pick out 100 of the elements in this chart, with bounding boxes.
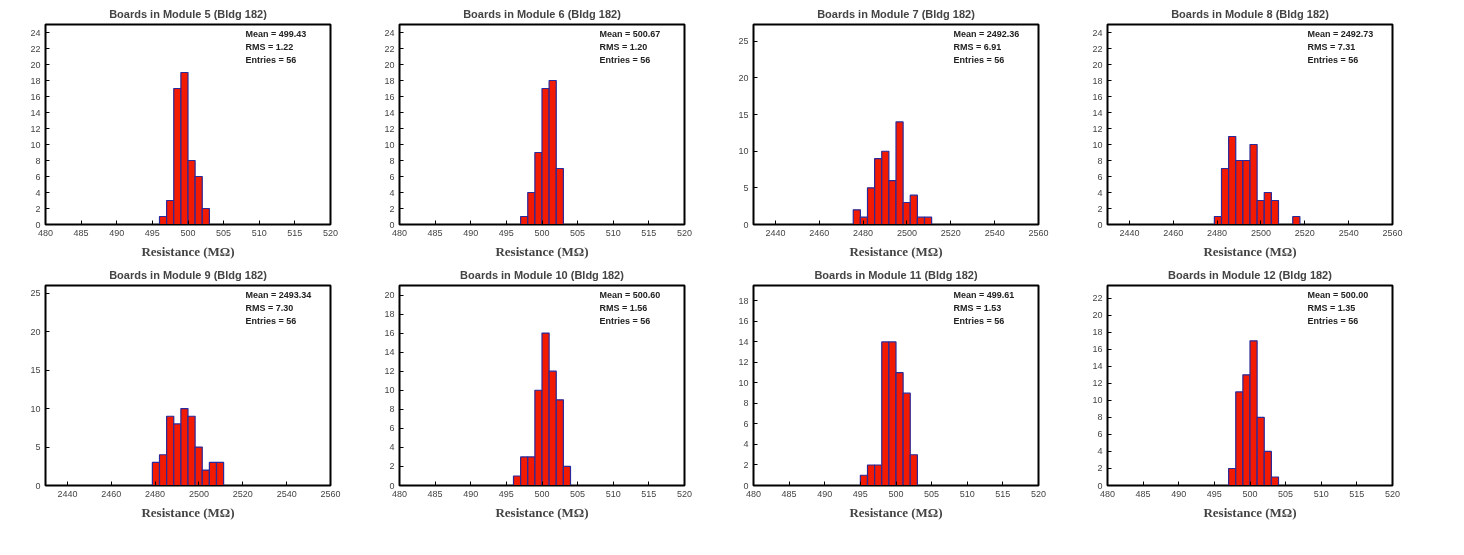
x-axis-title: Resistance (MΩ) <box>141 504 235 520</box>
y-tick-label: 15 <box>30 365 41 376</box>
y-tick-label: 5 <box>35 442 41 453</box>
y-tick-label: 18 <box>1092 327 1103 338</box>
x-tick-label: 500 <box>180 227 196 238</box>
y-tick-label: 18 <box>30 75 41 86</box>
x-tick-label: 515 <box>641 488 657 499</box>
x-tick-label: 2540 <box>1338 227 1359 238</box>
y-tick-label: 4 <box>35 187 41 198</box>
y-tick-label: 0 <box>1097 219 1103 230</box>
y-tick-label: 10 <box>30 139 41 150</box>
x-tick-label: 500 <box>534 488 550 499</box>
x-axis-title: Resistance (MΩ) <box>849 504 943 520</box>
y-tick-label: 0 <box>35 480 41 491</box>
y-tick-label: 0 <box>743 480 749 491</box>
y-tick-label: 22 <box>384 43 395 54</box>
y-tick-label: 0 <box>389 219 395 230</box>
y-tick-label: 20 <box>384 59 395 70</box>
y-tick-label: 2 <box>389 461 395 472</box>
annotation: Entries = 56 <box>1307 54 1359 65</box>
annotation: RMS = 1.22 <box>245 41 294 52</box>
x-tick-label: 485 <box>1135 488 1151 499</box>
x-tick-label: 520 <box>676 488 693 499</box>
annotation: Mean = 499.61 <box>953 289 1015 300</box>
y-tick-label: 14 <box>1092 107 1103 118</box>
x-tick-label: 510 <box>251 227 267 238</box>
y-tick-label: 4 <box>1097 446 1103 457</box>
y-tick-label: 15 <box>738 109 749 120</box>
x-tick-label: 490 <box>463 227 479 238</box>
y-tick-label: 24 <box>1092 27 1103 38</box>
x-axis-title: Resistance (MΩ) <box>495 243 589 259</box>
y-tick-label: 0 <box>389 480 395 491</box>
y-tick-label: 20 <box>384 290 395 301</box>
annotation: Entries = 56 <box>245 315 297 326</box>
x-tick-label: 495 <box>1206 488 1222 499</box>
x-tick-label: 505 <box>570 488 586 499</box>
x-axis-title: Resistance (MΩ) <box>495 504 589 520</box>
x-tick-label: 500 <box>888 488 904 499</box>
x-tick-label: 2480 <box>145 488 166 499</box>
x-tick-label: 480 <box>37 227 54 238</box>
y-tick-label: 10 <box>738 377 749 388</box>
x-tick-label: 2500 <box>188 488 209 499</box>
y-tick-label: 16 <box>1092 91 1103 102</box>
y-tick-label: 2 <box>743 459 749 470</box>
y-tick-label: 12 <box>1092 123 1103 134</box>
x-tick-label: 480 <box>745 488 762 499</box>
y-tick-label: 6 <box>389 423 395 434</box>
y-tick-label: 18 <box>384 75 395 86</box>
y-tick-label: 4 <box>389 187 395 198</box>
x-tick-label: 505 <box>1278 488 1294 499</box>
y-tick-label: 0 <box>1097 480 1103 491</box>
x-tick-label: 2520 <box>232 488 253 499</box>
annotation: Mean = 500.67 <box>599 28 661 39</box>
annotation: Mean = 2492.73 <box>1307 28 1374 39</box>
chart-title: Boards in Module 9 (Bldg 182) <box>109 268 268 281</box>
annotation: Mean = 2492.36 <box>953 28 1020 39</box>
x-tick-label: 2520 <box>940 227 961 238</box>
y-tick-label: 2 <box>1097 203 1103 214</box>
y-tick-label: 6 <box>743 418 749 429</box>
y-tick-label: 12 <box>30 123 41 134</box>
x-tick-label: 510 <box>959 488 975 499</box>
x-tick-label: 500 <box>1242 488 1258 499</box>
x-tick-label: 505 <box>216 227 232 238</box>
chart-title: Boards in Module 6 (Bldg 182) <box>463 7 622 20</box>
x-tick-label: 480 <box>391 227 408 238</box>
x-tick-label: 485 <box>427 488 443 499</box>
y-tick-label: 2 <box>1097 463 1103 474</box>
x-tick-label: 515 <box>641 227 657 238</box>
x-axis-title: Resistance (MΩ) <box>1203 504 1297 520</box>
x-tick-label: 495 <box>144 227 160 238</box>
annotation: Entries = 56 <box>953 54 1005 65</box>
y-tick-label: 8 <box>1097 412 1103 423</box>
y-tick-label: 14 <box>30 107 41 118</box>
y-tick-label: 4 <box>1097 187 1103 198</box>
x-tick-label: 2560 <box>320 488 341 499</box>
x-tick-label: 480 <box>391 488 408 499</box>
x-tick-label: 510 <box>605 488 621 499</box>
annotation: Entries = 56 <box>953 315 1005 326</box>
chart-title: Boards in Module 12 (Bldg 182) <box>1168 268 1333 281</box>
y-tick-label: 6 <box>389 171 395 182</box>
y-tick-label: 6 <box>35 171 41 182</box>
y-tick-label: 18 <box>1092 75 1103 86</box>
x-tick-label: 2460 <box>101 488 122 499</box>
annotation: RMS = 1.20 <box>599 41 648 52</box>
x-axis-title: Resistance (MΩ) <box>141 243 235 259</box>
x-axis-title: Resistance (MΩ) <box>849 243 943 259</box>
x-tick-label: 2480 <box>1207 227 1228 238</box>
y-tick-label: 22 <box>1092 43 1103 54</box>
x-tick-label: 505 <box>924 488 940 499</box>
y-tick-label: 12 <box>384 366 395 377</box>
annotation: Mean = 500.60 <box>599 289 661 300</box>
x-tick-label: 2560 <box>1028 227 1049 238</box>
x-tick-label: 2500 <box>896 227 917 238</box>
y-tick-label: 8 <box>389 404 395 415</box>
annotation: Entries = 56 <box>245 54 297 65</box>
x-tick-label: 485 <box>73 227 89 238</box>
x-tick-label: 2520 <box>1294 227 1315 238</box>
x-tick-label: 520 <box>322 227 339 238</box>
annotation: Mean = 500.00 <box>1307 289 1369 300</box>
x-tick-label: 485 <box>781 488 797 499</box>
